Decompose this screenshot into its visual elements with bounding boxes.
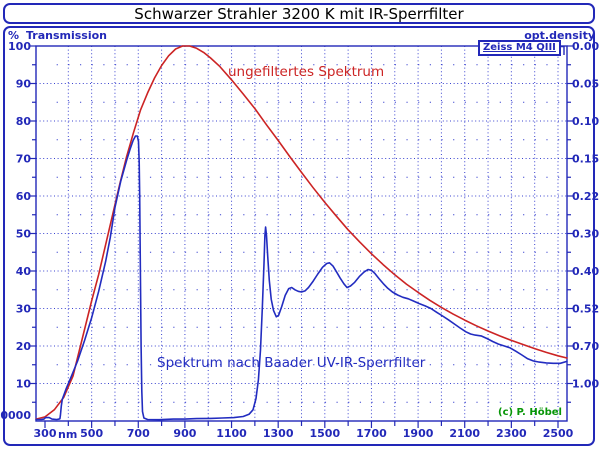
y-left-tick-label: 50	[16, 228, 32, 241]
y-right-tick-label: 0.15	[572, 153, 599, 166]
x-tick-label: 1900	[403, 427, 434, 440]
y-right-tick-label: 0.22	[572, 190, 599, 203]
title-bar: Schwarzer Strahler 3200 K mit IR-Sperrfi…	[3, 3, 595, 24]
y-right-tick-label: 0.70	[572, 340, 599, 353]
y-left-tick-label: 60	[16, 190, 32, 203]
y-left-tick-label: 30	[16, 303, 32, 316]
y-left-tick-label: 90	[16, 78, 32, 91]
red-curve-label: ungefiltertes Spektrum	[228, 64, 385, 80]
y-left-axis-unit: %	[8, 29, 20, 42]
x-tick-label: 900	[173, 427, 196, 440]
y-right-tick-label: 0.10	[572, 115, 599, 128]
y-right-tick-label: 0.40	[572, 265, 599, 278]
x-tick-label: 2300	[496, 427, 527, 440]
y-left-tick-label: 40	[16, 265, 32, 278]
copyright-label: (c) P. Höbel	[498, 407, 562, 418]
y-right-tick-label: 0.00	[572, 40, 599, 53]
y-right-tick-label: 0.30	[572, 228, 599, 241]
x-tick-label: 700	[127, 427, 150, 440]
x-tick-label: 500	[80, 427, 103, 440]
y-left-tick-label: 100	[8, 40, 31, 53]
y-left-tick-label: 80	[16, 115, 32, 128]
y-left-tick-label: 70	[16, 153, 32, 166]
blue-curve-label: Spektrum nach Baader UV-IR-Sperrfilter	[157, 355, 426, 371]
chart-area	[3, 26, 595, 446]
red-curve	[35, 45, 568, 420]
page-title: Schwarzer Strahler 3200 K mit IR-Sperrfi…	[134, 4, 464, 23]
x-tick-label: 1100	[216, 427, 247, 440]
x-tick-label: 300	[34, 427, 57, 440]
y-left-tick-label: 10	[16, 378, 32, 391]
y-left-axis-label: Transmission	[26, 29, 108, 42]
zeiss-badge: Zeiss M4 QIII	[478, 40, 561, 56]
x-tick-label: 1700	[356, 427, 387, 440]
y-left-tick-label: 20	[16, 340, 32, 353]
y-right-tick-label: 0.05	[572, 78, 599, 91]
y-right-tick-label: 0.52	[572, 303, 599, 316]
x-tick-label: 1500	[310, 427, 341, 440]
x-tick-label: 1300	[263, 427, 294, 440]
x-tick-label: 2500	[543, 427, 574, 440]
y-right-tick-label: 1.00	[572, 378, 599, 391]
blue-curve	[35, 135, 568, 421]
x-tick-label: 2100	[449, 427, 480, 440]
y-right-axis-label: opt.density	[524, 29, 595, 42]
y-left-zero-label: 0.0000	[0, 409, 31, 422]
x-axis-unit: nm	[58, 428, 77, 441]
